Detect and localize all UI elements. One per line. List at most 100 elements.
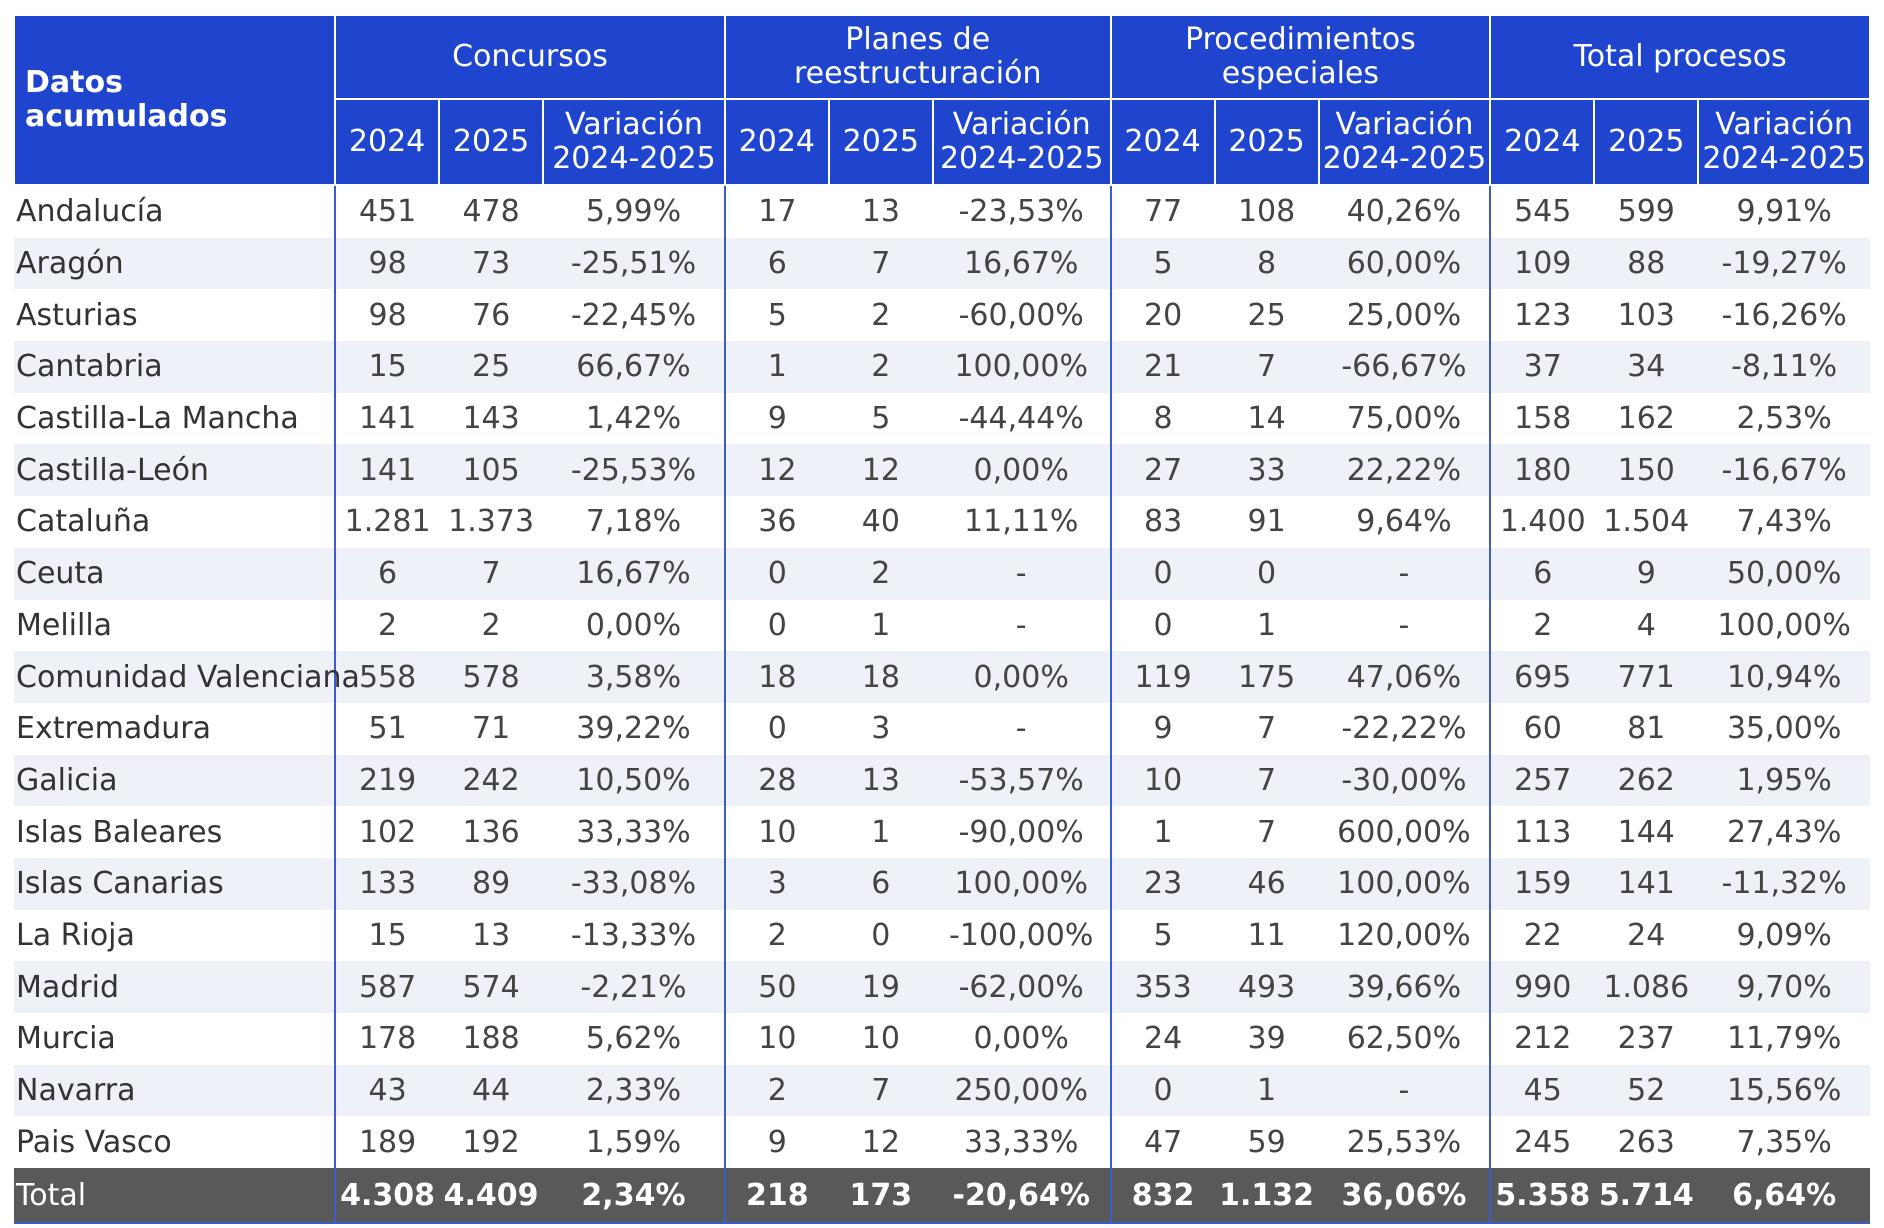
cell-concursos-variacion: 1,42% [543,392,725,445]
region-name: Melilla [14,599,336,652]
cell-procedimientos-2024: 9 [1109,702,1215,755]
cell-procedimientos-variacion: 22,22% [1318,444,1491,497]
cell-total-variacion: -16,67% [1698,444,1870,497]
cell-planes-2025: 2 [828,341,933,393]
cell-total-2025: 81 [1594,702,1699,755]
cell-procedimientos-2024: 27 [1109,444,1215,497]
cell-concursos-2025: 143 [439,392,544,445]
cell-concursos-2024: 43 [334,1064,440,1117]
cell-concursos-2025: 478 [439,185,544,238]
cell-total-2025: 4 [1594,599,1699,652]
cell-planes-variacion: 0,00% [932,444,1111,497]
cell-procedimientos-variacion: 47,06% [1318,651,1491,703]
cell-planes-variacion: - [932,599,1111,652]
cell-planes-variacion: 0,00% [932,1013,1111,1065]
cell-total-variacion: 2,53% [1698,392,1870,445]
cell-concursos-2025: 89 [439,857,544,910]
cell-procedimientos-2024: 47 [1109,1116,1215,1169]
cell-total-2024: 60 [1489,702,1595,755]
cell-total-2024: 545 [1489,185,1595,238]
cell-concursos-variacion: 0,00% [543,599,725,652]
cell-planes-2025: 7 [828,237,933,290]
region-name: Castilla-León [14,444,336,497]
cell-procedimientos-variacion: -30,00% [1318,754,1491,807]
cell-total-variacion: 9,70% [1698,961,1870,1013]
cell-concursos-2025: 578 [439,651,544,703]
cell-procedimientos-variacion: 36,06% [1318,1168,1491,1225]
cell-total-2025: 103 [1594,289,1699,342]
cell-concursos-2024: 98 [334,289,440,342]
cell-concursos-2025: 13 [439,909,544,962]
cell-total-variacion: 15,56% [1698,1064,1870,1117]
cell-procedimientos-2025: 11 [1214,909,1319,962]
cell-total-variacion: 10,94% [1698,651,1870,703]
cell-procedimientos-2025: 59 [1214,1116,1319,1169]
cell-planes-2025: 40 [828,496,933,548]
cell-concursos-variacion: 2,33% [543,1064,725,1117]
cell-total-variacion: -19,27% [1698,237,1870,290]
cell-procedimientos-2024: 353 [1109,961,1215,1013]
cell-planes-2025: 2 [828,547,933,600]
cell-procedimientos-2024: 23 [1109,857,1215,910]
cell-concursos-2024: 98 [334,237,440,290]
cell-concursos-2025: 188 [439,1013,544,1065]
cell-procedimientos-variacion: 600,00% [1318,806,1491,858]
cell-concursos-2024: 587 [334,961,440,1013]
region-name: Pais Vasco [14,1116,336,1169]
cell-concursos-2024: 133 [334,857,440,910]
cell-concursos-variacion: -25,51% [543,237,725,290]
region-name: Andalucía [14,185,336,238]
cell-total-2024: 123 [1489,289,1595,342]
cell-concursos-2024: 102 [334,806,440,858]
cell-total-variacion: -8,11% [1698,341,1870,393]
cell-planes-2024: 2 [723,1064,829,1117]
cell-concursos-variacion: 10,50% [543,754,725,807]
cell-planes-variacion: -53,57% [932,754,1111,807]
cell-total-2024: 22 [1489,909,1595,962]
cell-concursos-variacion: -22,45% [543,289,725,342]
cell-concursos-variacion: -25,53% [543,444,725,497]
cell-planes-2025: 19 [828,961,933,1013]
cell-planes-2025: 13 [828,185,933,238]
cell-procedimientos-2024: 10 [1109,754,1215,807]
cell-total-2024: 212 [1489,1013,1595,1065]
group-header-planes: Planes de reestructuración [723,14,1112,100]
cell-planes-variacion: 100,00% [932,341,1111,393]
cell-procedimientos-2025: 7 [1214,754,1319,807]
cell-total-variacion: 6,64% [1698,1168,1870,1225]
cell-total-variacion: 7,35% [1698,1116,1870,1169]
cell-planes-variacion: - [932,702,1111,755]
cell-planes-2025: 7 [828,1064,933,1117]
cell-total-2024: 180 [1489,444,1595,497]
cell-concursos-variacion: 1,59% [543,1116,725,1169]
cell-concursos-2025: 574 [439,961,544,1013]
cell-concursos-2025: 7 [439,547,544,600]
subheader-total-variacion: Variación 2024-2025 [1697,98,1871,186]
group-header-total: Total procesos [1489,14,1871,100]
cell-total-2025: 1.504 [1594,496,1699,548]
cell-planes-2025: 3 [828,702,933,755]
cell-planes-2024: 0 [723,547,829,600]
cell-planes-variacion: 16,67% [932,237,1111,290]
cell-planes-2025: 2 [828,289,933,342]
cell-procedimientos-2025: 7 [1214,341,1319,393]
cell-total-variacion: -16,26% [1698,289,1870,342]
cell-concursos-variacion: 39,22% [543,702,725,755]
cell-planes-2024: 12 [723,444,829,497]
cell-procedimientos-variacion: 40,26% [1318,185,1491,238]
cell-procedimientos-2025: 91 [1214,496,1319,548]
table-row: Navarra 43 44 2,33% 2 7 250,00% 0 1-45 52 15,56% [14,1064,1870,1117]
cell-procedimientos-2024: 20 [1109,289,1215,342]
cell-planes-2024: 36 [723,496,829,548]
cell-procedimientos-2025: 0 [1214,547,1319,600]
cell-total-2024: 2 [1489,599,1595,652]
subheader-total-2025: 2025 [1593,98,1700,186]
cell-planes-2024: 2 [723,909,829,962]
total-row: Total 4.308 4.409 2,34% 218 173 -20,64% 832 1.13… [14,1168,1870,1225]
cell-procedimientos-variacion: - [1318,1064,1491,1117]
cell-procedimientos-2025: 108 [1214,185,1319,238]
cell-total-variacion: 9,09% [1698,909,1870,962]
cell-total-2025: 34 [1594,341,1699,393]
cell-planes-2024: 28 [723,754,829,807]
cell-planes-2024: 9 [723,392,829,445]
